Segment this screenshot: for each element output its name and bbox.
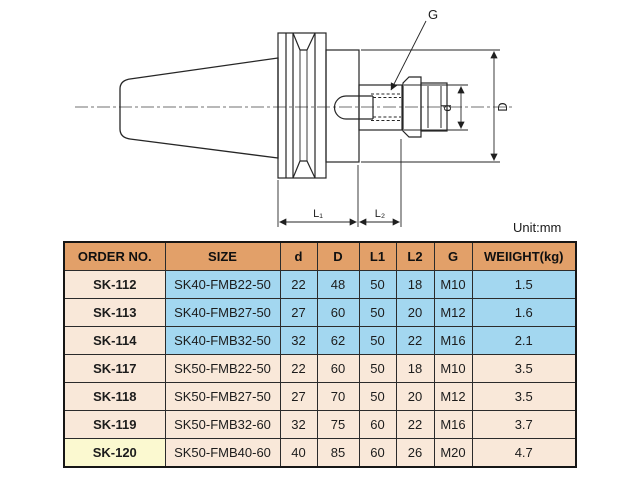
big-d-cell: 85 [316,438,360,468]
g-cell: M10 [433,270,473,299]
order-no-cell: SK-112 [63,270,166,299]
header-size: SIZE [164,241,281,271]
l2-cell: 20 [395,298,435,327]
l1-cell: 60 [358,438,397,468]
weight-cell: 3.5 [471,354,577,383]
size-cell: SK40-FMB27-50 [164,298,281,327]
d-cell: 22 [279,354,318,383]
thread-hidden-lines [371,93,401,121]
clamp-nut [402,76,448,138]
d-cell: 32 [279,326,318,355]
dimension-l1-l2: L₁ L₂ [277,139,402,227]
pilot-boss [333,84,403,131]
l2-cell: 20 [395,382,435,411]
big-d-cell: 60 [316,298,360,327]
table-row: SK-112 SK40-FMB22-50 22 48 50 18 M10 1.5 [63,270,577,299]
d-cell: 27 [279,298,318,327]
v-flange [277,32,327,179]
table-row: SK-118 SK50-FMB27-50 27 70 50 20 M12 3.5 [63,382,577,411]
d-cell: 40 [279,438,318,468]
order-no-cell: SK-120 [63,438,166,468]
l1-cell: 50 [358,382,397,411]
size-cell: SK50-FMB27-50 [164,382,281,411]
header-l1: L1 [358,241,397,271]
size-cell: SK40-FMB22-50 [164,270,281,299]
taper-cone [119,57,279,159]
l1-cell: 50 [358,326,397,355]
dimension-big-d: D [361,49,510,163]
size-cell: SK50-FMB32-60 [164,410,281,439]
l2-cell: 22 [395,410,435,439]
table-row: SK-113 SK40-FMB27-50 27 60 50 20 M12 1.6 [63,298,577,327]
d-cell: 32 [279,410,318,439]
d-label: d [439,104,454,111]
l2-cell: 18 [395,270,435,299]
order-no-cell: SK-118 [63,382,166,411]
header-row: ORDER NO. SIZE d D L1 L2 G WEIIGHT(kg) [63,241,577,271]
g-label: G [428,7,438,22]
size-cell: SK40-FMB32-50 [164,326,281,355]
size-cell: SK50-FMB40-60 [164,438,281,468]
header-big-d: D [316,241,360,271]
l2-cell: 18 [395,354,435,383]
l1-cell: 50 [358,270,397,299]
header-d: d [279,241,318,271]
order-no-cell: SK-119 [63,410,166,439]
header-order-no: ORDER NO. [63,241,166,271]
order-no-cell: SK-117 [63,354,166,383]
weight-cell: 3.5 [471,382,577,411]
unit-note: Unit:mm [513,220,562,235]
l1-cell: 50 [358,354,397,383]
spec-table: ORDER NO. SIZE d D L1 L2 G WEIIGHT(kg) S… [63,241,577,468]
weight-cell: 1.6 [471,298,577,327]
header-g: G [433,241,473,271]
big-d-cell: 60 [316,354,360,383]
g-cell: M10 [433,354,473,383]
order-no-cell: SK-114 [63,326,166,355]
table-row: SK-120 SK50-FMB40-60 40 85 60 26 M20 4.7 [63,438,577,468]
big-d-cell: 48 [316,270,360,299]
big-d-label: D [495,102,510,111]
g-cell: M20 [433,438,473,468]
l2-label: L₂ [375,208,385,220]
table-row: SK-117 SK50-FMB22-50 22 60 50 18 M10 3.5 [63,354,577,383]
weight-cell: 3.7 [471,410,577,439]
g-cell: M12 [433,382,473,411]
g-cell: M16 [433,326,473,355]
g-leader: G [390,7,438,91]
header-weight: WEIIGHT(kg) [471,241,577,271]
g-cell: M16 [433,410,473,439]
l2-cell: 26 [395,438,435,468]
l1-label: L₁ [313,208,323,220]
big-d-cell: 70 [316,382,360,411]
weight-cell: 2.1 [471,326,577,355]
order-no-cell: SK-113 [63,298,166,327]
l1-cell: 60 [358,410,397,439]
big-d-cell: 62 [316,326,360,355]
l2-cell: 22 [395,326,435,355]
g-cell: M12 [433,298,473,327]
l1-cell: 50 [358,298,397,327]
table-row: SK-114 SK40-FMB32-50 32 62 50 22 M16 2.1 [63,326,577,355]
spec-table-body: SK-112 SK40-FMB22-50 22 48 50 18 M10 1.5 SK-113 S… [63,270,577,468]
size-cell: SK50-FMB22-50 [164,354,281,383]
d-cell: 22 [279,270,318,299]
table-row: SK-119 SK50-FMB32-60 32 75 60 22 M16 3.7 [63,410,577,439]
header-l2: L2 [395,241,435,271]
d-cell: 27 [279,382,318,411]
weight-cell: 4.7 [471,438,577,468]
big-d-cell: 75 [316,410,360,439]
tool-holder-drawing: G d D L₁ L₂ [75,7,512,227]
weight-cell: 1.5 [471,270,577,299]
dimension-d: d [404,84,468,131]
body-cylinder [325,49,360,163]
